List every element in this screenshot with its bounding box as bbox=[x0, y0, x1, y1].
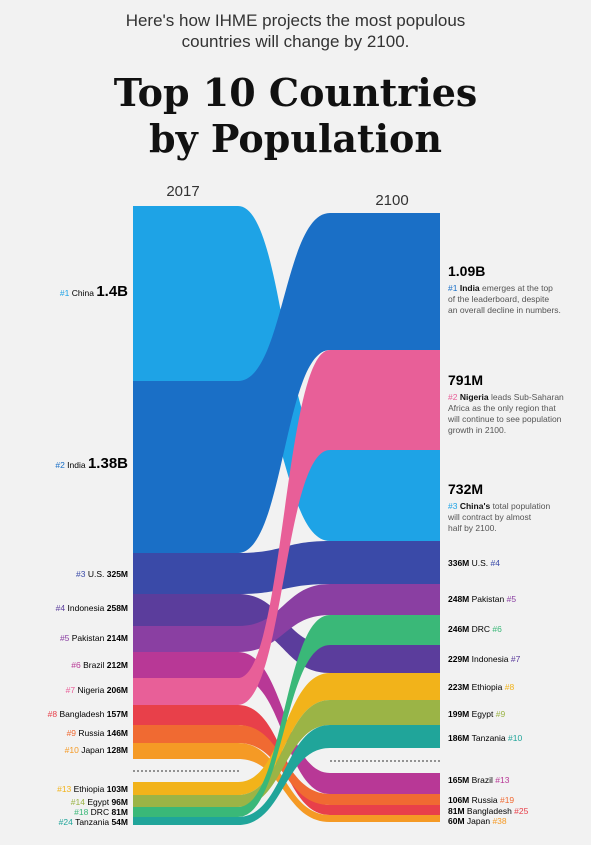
label-2100-ethiopia: 223M Ethiopia #8 bbox=[448, 682, 514, 692]
subtitle-line-1: Here's how IHME projects the most populo… bbox=[125, 11, 466, 30]
subtitle-line-2: countries will change by 2100. bbox=[181, 32, 410, 51]
label-2100-brazil: 165M Brazil #13 bbox=[448, 775, 510, 785]
label-2017-drc: #18 DRC 81M bbox=[74, 807, 128, 817]
note-china-line-2: will contract by almost bbox=[447, 512, 532, 522]
label-2017-nigeria: #7 Nigeria 206M bbox=[66, 685, 128, 695]
value-2100-india: 1.09B bbox=[448, 263, 485, 279]
flow-bangladesh bbox=[133, 705, 440, 815]
note-india-line-3: an overall decline in numbers. bbox=[448, 305, 561, 315]
label-2100-pakistan: 248M Pakistan #5 bbox=[448, 594, 516, 604]
label-2100-egypt: 199M Egypt #9 bbox=[448, 709, 505, 719]
label-2017-japan: #10 Japan 128M bbox=[65, 745, 128, 755]
label-2017-egypt: #14 Egypt 96M bbox=[71, 797, 128, 807]
flow-nigeria bbox=[133, 350, 440, 705]
title-line-2: by Population bbox=[149, 116, 442, 161]
flow-layer bbox=[133, 206, 440, 825]
chart-title: Top 10 Countries by Population bbox=[0, 70, 591, 162]
year-label-2017: 2017 bbox=[166, 183, 199, 200]
label-2100-russia: 106M Russia #19 bbox=[448, 795, 514, 805]
note-nigeria-line-4: growth in 2100. bbox=[448, 425, 506, 435]
note-china-line-3: half by 2100. bbox=[448, 523, 497, 533]
flow-india bbox=[133, 213, 440, 553]
note-nigeria-line-2: Africa as the only region that bbox=[448, 403, 556, 413]
label-layer: #1 China 1.4B #2 India 1.38B #3 U.S. 325M #… bbox=[48, 263, 564, 827]
flow-tanzania bbox=[133, 725, 440, 825]
note-nigeria-line-3: will continue to see population bbox=[447, 414, 562, 424]
label-2100-u-s: 336M U.S. #4 bbox=[448, 558, 500, 568]
note-china-line-1: #3 China's total population bbox=[448, 501, 550, 511]
label-2100-bangladesh: 81M Bangladesh #25 bbox=[448, 806, 529, 816]
title-line-1: Top 10 Countries bbox=[113, 70, 478, 115]
flow-egypt bbox=[133, 700, 440, 807]
label-2017-bangladesh: #8 Bangladesh 157M bbox=[48, 709, 128, 719]
year-label-2100: 2100 bbox=[375, 192, 408, 209]
value-2100-china: 732M bbox=[448, 481, 483, 497]
label-2017-brazil: #6 Brazil 212M bbox=[71, 660, 128, 670]
label-2017-pakistan: #5 Pakistan 214M bbox=[60, 633, 128, 643]
label-2100-drc: 246M DRC #6 bbox=[448, 624, 502, 634]
flow-u-s bbox=[133, 541, 440, 594]
flow-indonesia bbox=[133, 594, 440, 673]
label-2100-japan: 60M Japan #38 bbox=[448, 816, 507, 826]
value-2100-nigeria: 791M bbox=[448, 372, 483, 388]
label-2017-ethiopia: #13 Ethiopia 103M bbox=[57, 784, 128, 794]
label-2100-tanzania: 186M Tanzania #10 bbox=[448, 733, 522, 743]
label-2017-india: #2 India 1.38B bbox=[55, 455, 128, 472]
label-2017-indonesia: #4 Indonesia 258M bbox=[56, 603, 128, 613]
label-2017-russia: #9 Russia 146M bbox=[67, 728, 128, 738]
label-2100-indonesia: 229M Indonesia #7 bbox=[448, 654, 521, 664]
flow-drc bbox=[133, 615, 440, 817]
note-india-line-1: #1 India emerges at the top bbox=[448, 283, 553, 293]
flow-pakistan bbox=[133, 584, 440, 652]
flow-ethiopia bbox=[133, 673, 440, 795]
flow-japan bbox=[133, 743, 440, 822]
subtitle: Here's how IHME projects the most populo… bbox=[0, 10, 591, 52]
note-india-line-2: of the leaderboard, despite bbox=[448, 294, 549, 304]
flow-russia bbox=[133, 725, 440, 805]
label-2017-tanzania: #24 Tanzania 54M bbox=[59, 817, 128, 827]
label-2017-u-s: #3 U.S. 325M bbox=[76, 569, 128, 579]
label-2017-china: #1 China 1.4B bbox=[60, 283, 128, 300]
note-nigeria-line-1: #2 Nigeria leads Sub-Saharan bbox=[448, 392, 564, 402]
